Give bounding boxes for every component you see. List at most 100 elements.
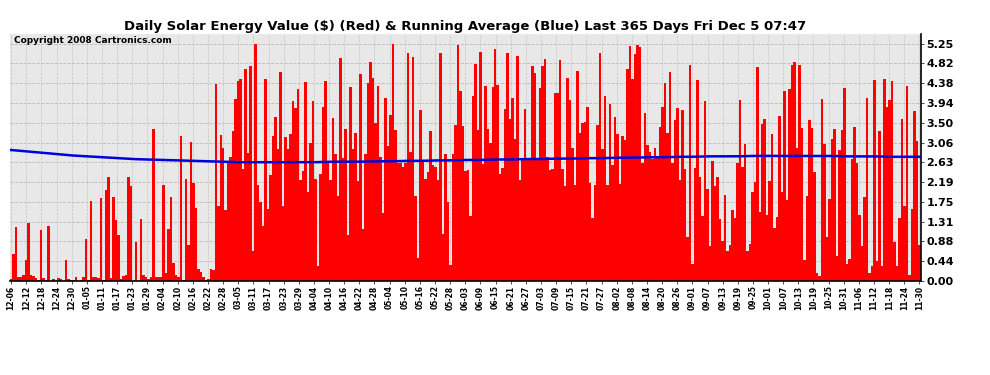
Bar	[896, 266, 898, 281]
Bar	[819, 276, 821, 281]
Bar	[282, 207, 284, 281]
Bar	[629, 46, 632, 281]
Bar	[340, 58, 342, 281]
Bar	[502, 168, 504, 281]
Bar	[312, 101, 315, 281]
Bar	[614, 117, 616, 281]
Bar	[269, 176, 272, 281]
Bar	[45, 280, 48, 281]
Bar	[716, 177, 719, 281]
Bar	[332, 118, 335, 281]
Bar	[553, 93, 556, 281]
Bar	[619, 184, 622, 281]
Bar	[753, 182, 756, 281]
Bar	[429, 131, 432, 281]
Bar	[434, 166, 437, 281]
Bar	[402, 167, 404, 281]
Bar	[714, 186, 716, 281]
Bar	[556, 93, 559, 281]
Bar	[913, 111, 916, 281]
Bar	[138, 280, 140, 281]
Bar	[446, 202, 449, 281]
Bar	[272, 136, 274, 281]
Bar	[145, 277, 148, 281]
Bar	[824, 144, 826, 281]
Bar	[345, 129, 346, 281]
Bar	[781, 192, 783, 281]
Bar	[642, 164, 644, 281]
Bar	[30, 275, 33, 281]
Bar	[719, 219, 721, 281]
Bar	[377, 86, 379, 281]
Bar	[911, 209, 913, 281]
Bar	[616, 135, 619, 281]
Bar	[486, 129, 489, 281]
Bar	[564, 186, 566, 281]
Bar	[489, 143, 491, 281]
Bar	[179, 136, 182, 281]
Bar	[758, 213, 761, 281]
Bar	[127, 177, 130, 281]
Bar	[831, 139, 834, 281]
Bar	[809, 120, 811, 281]
Bar	[609, 104, 611, 281]
Bar	[673, 120, 676, 281]
Bar	[257, 185, 259, 281]
Bar	[743, 144, 746, 281]
Bar	[200, 272, 202, 281]
Bar	[671, 163, 673, 281]
Bar	[539, 88, 542, 281]
Bar	[442, 234, 445, 281]
Bar	[389, 115, 392, 281]
Bar	[424, 179, 427, 281]
Bar	[107, 177, 110, 281]
Bar	[102, 280, 105, 281]
Bar	[43, 278, 45, 281]
Bar	[115, 220, 117, 281]
Bar	[624, 140, 627, 281]
Bar	[157, 277, 159, 281]
Bar	[48, 226, 50, 281]
Bar	[841, 130, 843, 281]
Bar	[878, 130, 881, 281]
Bar	[474, 64, 476, 281]
Bar	[451, 154, 454, 281]
Bar	[10, 279, 13, 281]
Bar	[748, 244, 751, 281]
Bar	[15, 227, 18, 281]
Bar	[829, 199, 831, 281]
Bar	[886, 106, 888, 281]
Bar	[571, 148, 574, 281]
Bar	[315, 179, 317, 281]
Bar	[459, 91, 461, 281]
Bar	[773, 228, 776, 281]
Bar	[574, 184, 576, 281]
Bar	[122, 276, 125, 281]
Bar	[279, 72, 282, 281]
Bar	[839, 150, 841, 281]
Bar	[876, 261, 878, 281]
Bar	[299, 180, 302, 281]
Bar	[351, 148, 354, 281]
Bar	[210, 268, 212, 281]
Bar	[801, 128, 804, 281]
Bar	[534, 73, 537, 281]
Bar	[254, 45, 257, 281]
Bar	[559, 60, 561, 281]
Bar	[140, 219, 143, 281]
Bar	[374, 123, 377, 281]
Bar	[651, 159, 653, 281]
Bar	[245, 69, 247, 281]
Bar	[494, 50, 497, 281]
Bar	[397, 163, 399, 281]
Bar	[384, 98, 387, 281]
Bar	[596, 125, 599, 281]
Bar	[259, 202, 262, 281]
Bar	[611, 165, 614, 281]
Bar	[529, 159, 532, 281]
Bar	[317, 266, 320, 281]
Bar	[871, 266, 873, 281]
Bar	[542, 66, 544, 281]
Bar	[33, 276, 35, 281]
Bar	[591, 218, 594, 281]
